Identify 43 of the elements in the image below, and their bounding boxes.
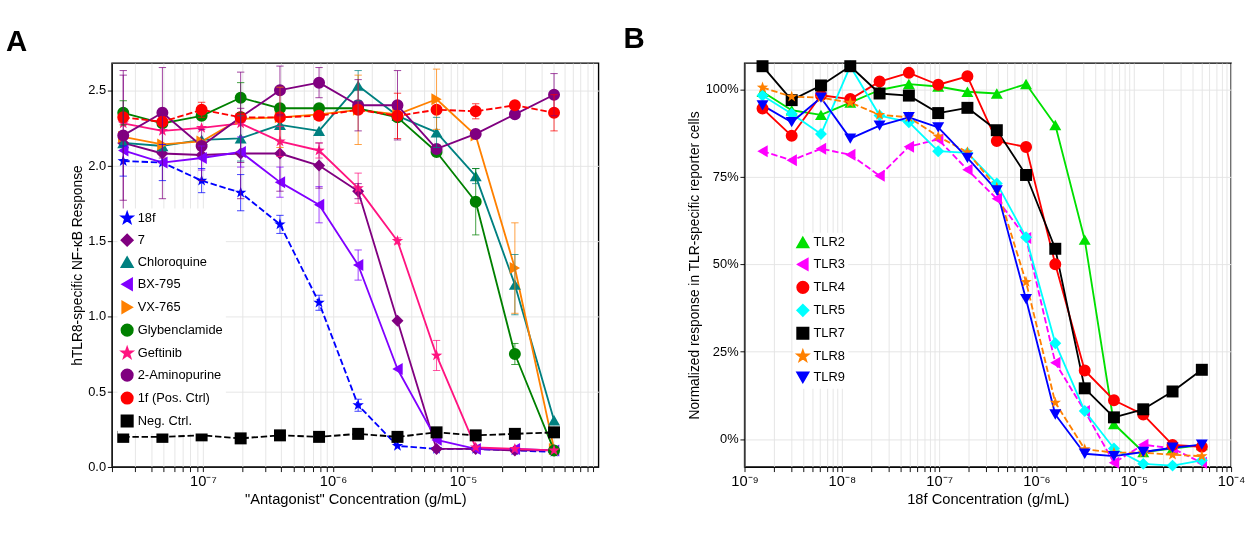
x-axis-title: 18f Concentration (g/mL): [907, 491, 1070, 508]
legend-label: TLR7: [813, 324, 845, 340]
legend-label: VX-765: [137, 298, 181, 314]
y-tick-label: 2.5: [88, 82, 107, 98]
y-axis-title: hTLR8-specific NF-κB Response: [69, 164, 85, 366]
x-tick-label: 10⁻⁴: [1217, 472, 1246, 489]
x-axis-title: "Antagonist" Concentration (g/mL): [244, 491, 467, 508]
legend-label: 1f (Pos. Ctrl): [137, 389, 210, 405]
x-tick-label: 10⁻⁷: [190, 472, 217, 489]
y-tick-label: 100%: [705, 81, 739, 97]
legend-label: 2-Aminopurine: [137, 366, 222, 382]
legend-label: TLR8: [813, 347, 845, 363]
x-tick-label: 10⁻⁵: [1120, 472, 1148, 489]
y-tick-label: 0.5: [88, 383, 107, 399]
chart-title: B: [623, 21, 645, 55]
legend-label: 18f: [137, 209, 156, 225]
legend-label: TLR5: [813, 301, 845, 317]
legend-label: Neg. Ctrl.: [137, 412, 192, 428]
y-tick-label: 1.0: [88, 308, 107, 324]
legend-label: TLR9: [813, 368, 845, 384]
y-tick-label: 0%: [720, 431, 739, 447]
x-tick-label: 10⁻⁸: [828, 472, 857, 489]
legend-label: TLR4: [813, 279, 845, 295]
y-tick-label: 1.5: [88, 233, 107, 249]
legend-label: Glybenclamide: [137, 321, 223, 337]
x-tick-label: 10⁻⁹: [731, 472, 759, 489]
y-axis-title: Normalized response in TLR-specific reporter cells: [687, 111, 703, 420]
x-tick-label: 10⁻⁵: [449, 472, 478, 489]
x-tick-label: 10⁻⁶: [1023, 472, 1051, 489]
chart-title: A: [6, 24, 28, 58]
y-tick-label: 0.0: [88, 459, 107, 475]
legend-label: Geftinib: [137, 344, 182, 360]
legend-label: TLR2: [813, 234, 845, 250]
y-tick-label: 50%: [712, 256, 739, 272]
x-tick-label: 10⁻⁶: [319, 472, 348, 489]
y-tick-label: 75%: [712, 168, 739, 184]
y-tick-label: 2.0: [88, 157, 107, 173]
x-tick-label: 10⁻⁷: [926, 472, 953, 489]
legend-label: TLR3: [813, 256, 845, 272]
legend-label: 7: [137, 231, 145, 247]
legend-label: Chloroquine: [137, 253, 207, 269]
y-tick-label: 25%: [712, 343, 739, 359]
legend-label: BX-795: [137, 275, 181, 291]
